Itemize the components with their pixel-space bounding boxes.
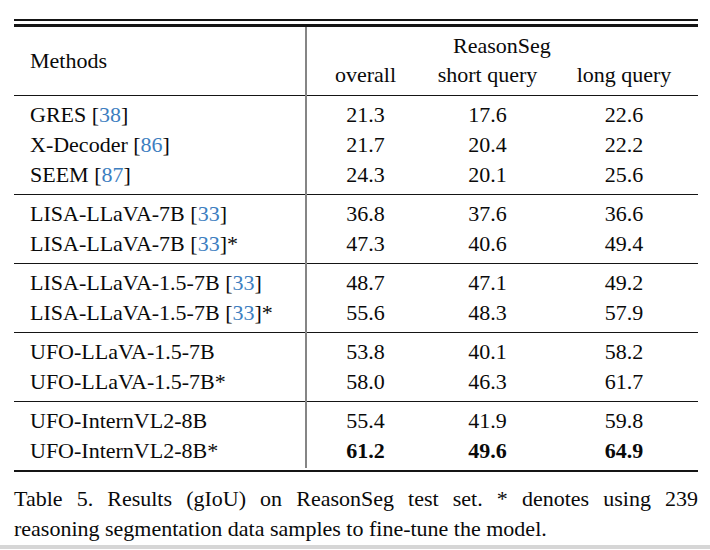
value-cell: 53.8: [306, 337, 425, 367]
method-cell: X-Decoder [86]: [14, 130, 306, 160]
table-row: UFO-InternVL2-8B*61.249.664.9: [14, 436, 698, 466]
value-cell: 61.2: [306, 436, 425, 466]
method-cell: LISA-LLaVA-1.5-7B [33]: [14, 268, 306, 298]
value-cell: 21.7: [306, 130, 425, 160]
value-cell: 47.1: [425, 268, 550, 298]
table-group: GRES [38]21.317.622.6X-Decoder [86]21.72…: [14, 96, 698, 194]
value-cell: 49.4: [550, 229, 698, 259]
value-cell: 21.3: [306, 100, 425, 130]
value-cell: 37.6: [425, 199, 550, 229]
value-cell: 20.1: [425, 160, 550, 190]
column-header-long-query: long query: [550, 60, 698, 96]
table-row: UFO-LLaVA-1.5-7B*58.046.361.7: [14, 367, 698, 397]
paper-table-figure: Methods ReasonSeg overall short query lo…: [0, 0, 710, 550]
value-cell: 22.6: [550, 100, 698, 130]
value-cell: 61.7: [550, 367, 698, 397]
value-cell: 25.6: [550, 160, 698, 190]
method-cell: GRES [38]: [14, 100, 306, 130]
method-cell: LISA-LLaVA-7B [33]: [14, 199, 306, 229]
value-cell: 24.3: [306, 160, 425, 190]
value-cell: 55.6: [306, 298, 425, 328]
value-cell: 49.2: [550, 268, 698, 298]
method-cell: LISA-LLaVA-1.5-7B [33]*: [14, 298, 306, 328]
method-cell: UFO-LLaVA-1.5-7B*: [14, 367, 306, 397]
value-cell: 22.2: [550, 130, 698, 160]
citation-link[interactable]: 33: [198, 231, 220, 257]
value-cell: 49.6: [425, 436, 550, 466]
value-cell: 47.3: [306, 229, 425, 259]
value-cell: 59.8: [550, 406, 698, 436]
value-cell: 58.0: [306, 367, 425, 397]
method-cell: UFO-InternVL2-8B: [14, 406, 306, 436]
table-group: UFO-InternVL2-8B55.441.959.8UFO-InternVL…: [14, 401, 698, 470]
citation-link[interactable]: 86: [141, 132, 163, 158]
method-cell: LISA-LLaVA-7B [33]*: [14, 229, 306, 259]
table-row: LISA-LLaVA-7B [33]*47.340.649.4: [14, 229, 698, 259]
table-group: LISA-LLaVA-1.5-7B [33]48.747.149.2LISA-L…: [14, 263, 698, 332]
citation-link[interactable]: 33: [232, 300, 254, 326]
table-row: GRES [38]21.317.622.6: [14, 100, 698, 130]
table-row: UFO-InternVL2-8B55.441.959.8: [14, 406, 698, 436]
value-cell: 40.6: [425, 229, 550, 259]
caption-line-1: Table 5. Results (gIoU) on ReasonSeg tes…: [14, 484, 698, 514]
table-row: SEEM [87]24.320.125.6: [14, 160, 698, 190]
table-group: LISA-LLaVA-7B [33]36.837.636.6LISA-LLaVA…: [14, 194, 698, 263]
table-body: GRES [38]21.317.622.6X-Decoder [86]21.72…: [14, 96, 698, 470]
value-cell: 57.9: [550, 298, 698, 328]
table-row: LISA-LLaVA-1.5-7B [33]*55.648.357.9: [14, 298, 698, 328]
citation-link[interactable]: 87: [102, 162, 124, 188]
value-cell: 55.4: [306, 406, 425, 436]
next-content-edge: [0, 545, 710, 549]
value-cell: 17.6: [425, 100, 550, 130]
value-cell: 20.4: [425, 130, 550, 160]
table-group: UFO-LLaVA-1.5-7B53.840.158.2UFO-LLaVA-1.…: [14, 332, 698, 401]
method-cell: UFO-LLaVA-1.5-7B: [14, 337, 306, 367]
table-row: LISA-LLaVA-7B [33]36.837.636.6: [14, 199, 698, 229]
citation-link[interactable]: 33: [232, 270, 254, 296]
citation-link[interactable]: 38: [99, 102, 121, 128]
value-cell: 48.7: [306, 268, 425, 298]
value-cell: 64.9: [550, 436, 698, 466]
column-group-title-reasonseg: ReasonSeg: [306, 27, 698, 60]
column-divider-line: [305, 27, 307, 468]
results-table: Methods ReasonSeg overall short query lo…: [14, 19, 698, 472]
value-cell: 58.2: [550, 337, 698, 367]
column-header-overall: overall: [306, 60, 425, 96]
value-cell: 40.1: [425, 337, 550, 367]
column-header-short-query: short query: [425, 60, 550, 96]
caption-line-2: reasoning segmentation data samples to f…: [14, 514, 698, 544]
method-cell: SEEM [87]: [14, 160, 306, 190]
method-cell: UFO-InternVL2-8B*: [14, 436, 306, 466]
value-cell: 36.8: [306, 199, 425, 229]
table-bottom-rule: [14, 470, 698, 473]
column-header-methods: Methods: [14, 27, 306, 96]
value-cell: 41.9: [425, 406, 550, 436]
table-row: UFO-LLaVA-1.5-7B53.840.158.2: [14, 337, 698, 367]
value-cell: 36.6: [550, 199, 698, 229]
table-row: X-Decoder [86]21.720.422.2: [14, 130, 698, 160]
value-cell: 46.3: [425, 367, 550, 397]
table-caption: Table 5. Results (gIoU) on ReasonSeg tes…: [14, 484, 698, 544]
table-row: LISA-LLaVA-1.5-7B [33]48.747.149.2: [14, 268, 698, 298]
citation-link[interactable]: 33: [198, 201, 220, 227]
table-header: Methods ReasonSeg overall short query lo…: [14, 27, 698, 96]
value-cell: 48.3: [425, 298, 550, 328]
